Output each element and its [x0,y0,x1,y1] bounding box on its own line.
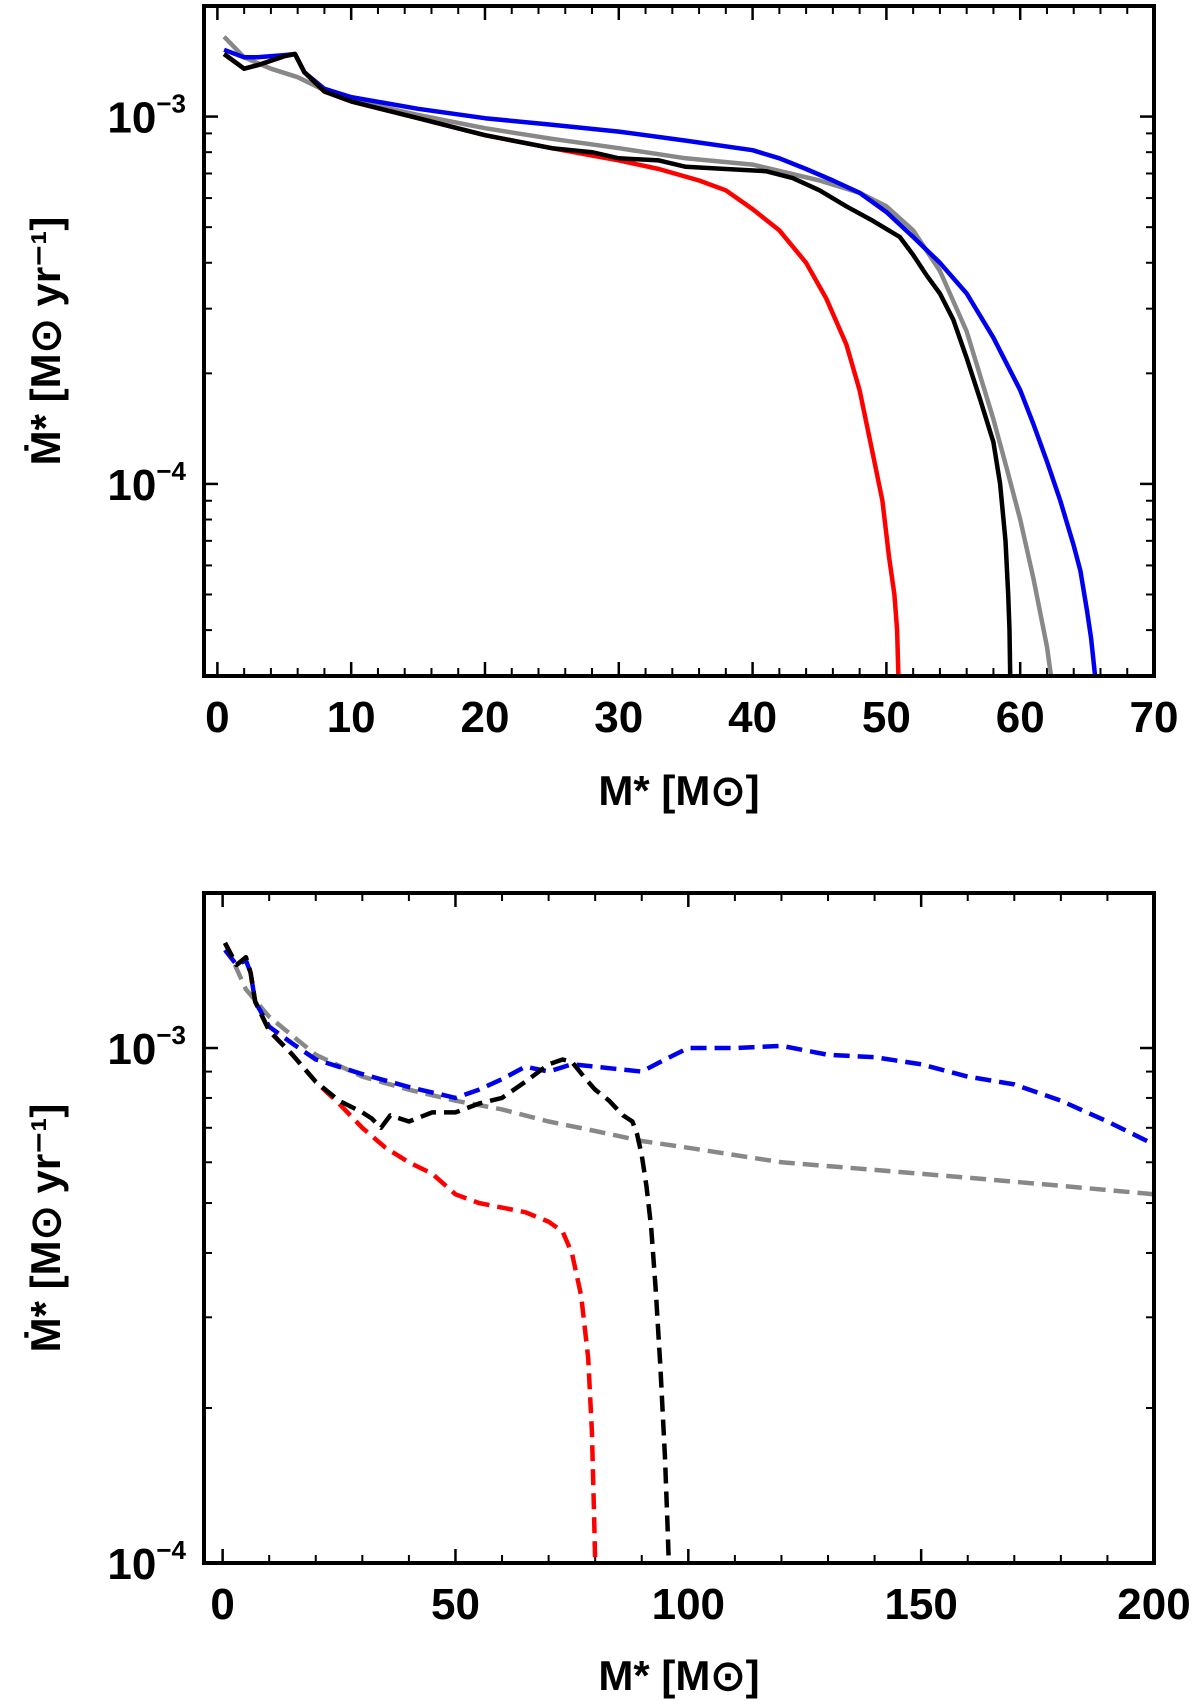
x-tick-label: 150 [884,1580,957,1629]
series-line [223,941,598,1563]
x-axis-label: M* [M⊙] [598,1652,759,1699]
x-tick-label: 50 [431,1580,480,1629]
x-tick-label: 0 [205,693,229,742]
series-line [222,51,1013,676]
x-tick-label: 200 [1117,1580,1190,1629]
plot-frame [202,4,1156,678]
x-tick-label: 100 [652,1580,725,1629]
x-axis-label: M* [M⊙] [598,767,759,814]
plot-frame [202,891,1156,1565]
y-tick-label: 10−3 [107,1020,186,1074]
panel-bottom: 0 50 100 150 200 10−4 10−3 M* [M⊙] Ṁ* [M⊙ yr⁻¹] [22,891,1191,1699]
y-tick-label: 10−3 [107,89,186,143]
series-line [223,47,1098,676]
x-tick-label: 10 [327,693,376,742]
series-line [222,941,1154,1197]
y-tick-label: 10−4 [107,1535,186,1589]
x-tick-label: 60 [996,693,1045,742]
series-line [223,941,672,1563]
x-tick-label: 20 [461,693,510,742]
x-tick-label: 50 [862,693,911,742]
y-tick-label: 10−4 [107,456,186,510]
x-tick-label: 70 [1130,693,1179,742]
x-tick-label: 30 [594,693,643,742]
panel-top: 0 10 20 30 40 50 60 70 10−4 10−3 M* [M⊙] Ṁ* [M⊙ yr⁻… [22,4,1179,814]
y-axis-label: Ṁ* [M⊙ yr⁻¹] [22,1104,69,1353]
x-tick-label: 40 [728,693,777,742]
series-line [223,948,1154,1147]
x-tick-label: 0 [210,1580,234,1629]
y-axis-label: Ṁ* [M⊙ yr⁻¹] [22,217,69,466]
